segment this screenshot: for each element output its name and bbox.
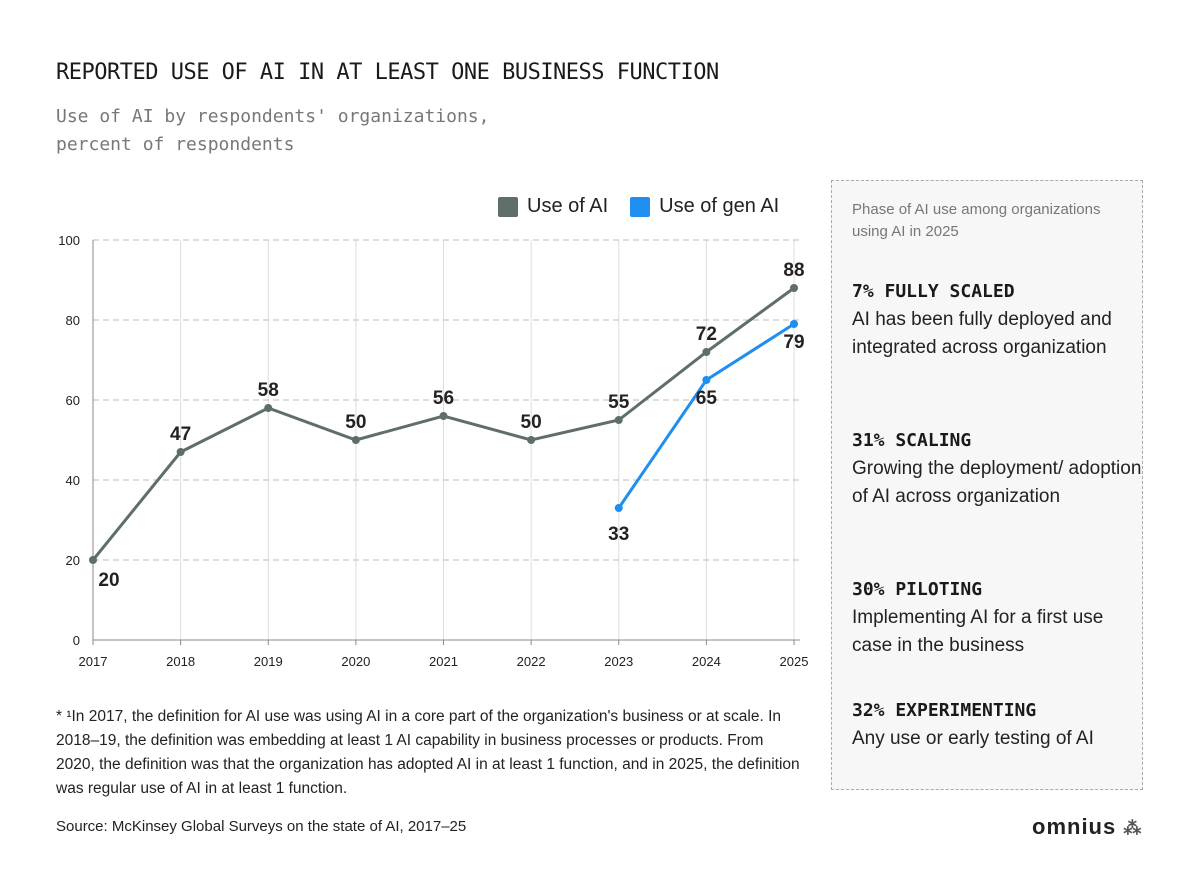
phase-desc: Growing the deployment/ adoption of AI a… — [852, 458, 1142, 507]
x-tick-label: 2017 — [79, 654, 108, 669]
data-label: 47 — [170, 424, 191, 445]
data-label: 33 — [608, 524, 629, 545]
phase-panel: Phase of AI use among organizations usin… — [831, 180, 1143, 790]
y-tick-label: 60 — [66, 393, 80, 408]
y-tick-label: 40 — [66, 473, 80, 488]
data-label: 20 — [98, 570, 119, 591]
data-point — [702, 348, 711, 356]
data-point — [439, 412, 448, 420]
phase-title: 31% SCALING — [852, 430, 972, 451]
phase-desc: Implementing AI for a first use case in … — [852, 607, 1104, 656]
phase-title: 32% EXPERIMENTING — [852, 700, 1037, 721]
x-tick-label: 2019 — [254, 654, 283, 669]
x-tick-label: 2021 — [429, 654, 458, 669]
x-tick-label: 2025 — [780, 654, 809, 669]
x-tick-label: 2020 — [341, 654, 370, 669]
legend-swatch — [498, 196, 518, 217]
y-tick-label: 80 — [66, 313, 80, 328]
x-tick-label: 2023 — [604, 654, 633, 669]
chart-title: REPORTED USE OF AI IN AT LEAST ONE BUSIN… — [56, 60, 719, 85]
panel-heading: Phase of AI use among organizations usin… — [852, 201, 1101, 240]
phase-scaling: 31% SCALING Growing the deployment/ adopt… — [852, 430, 1142, 511]
line-chart: 2017 2018 2019 2020 2021 2022 2023 2024 2025 0 20 4… — [58, 233, 809, 669]
phase-title: 30% PILOTING — [852, 579, 983, 600]
data-point — [527, 436, 536, 444]
legend-label: Use of AI — [527, 195, 609, 217]
source: Source: McKinsey Global Surveys on the s… — [56, 818, 467, 835]
data-point — [790, 284, 798, 292]
data-point — [264, 404, 273, 412]
phase-experimenting: 32% EXPERIMENTING Any use or early testin… — [852, 700, 1142, 753]
logo-text: omnius — [1032, 814, 1117, 839]
chart-subtitle: Use of AI by respondents' organizations,… — [56, 106, 490, 155]
x-tick-label: 2022 — [517, 654, 546, 669]
y-tick-label: 20 — [66, 553, 80, 568]
data-point — [790, 320, 798, 328]
phase-desc: Any use or early testing of AI — [852, 728, 1094, 749]
data-label: 50 — [345, 412, 366, 433]
phase-fully-scaled: 7% FULLY SCALED AI has been fully deploye… — [852, 281, 1142, 362]
data-label: 65 — [696, 388, 718, 409]
data-label: 88 — [783, 260, 804, 281]
data-label: 72 — [696, 324, 717, 345]
phase-desc: AI has been fully deployed and integrate… — [852, 309, 1112, 358]
legend-item-genai: Use of gen AI — [630, 195, 779, 218]
data-point — [614, 504, 623, 512]
data-label: 50 — [521, 412, 542, 433]
legend: Use of AI Use of gen AI — [498, 195, 779, 218]
x-tick-label: 2018 — [166, 654, 195, 669]
data-point — [702, 376, 711, 384]
y-tick-label: 100 — [58, 233, 80, 248]
legend-label: Use of gen AI — [659, 195, 780, 217]
legend-swatch — [630, 196, 651, 217]
data-point — [351, 436, 360, 444]
data-point — [89, 556, 97, 564]
phase-piloting: 30% PILOTING Implementing AI for a first … — [852, 579, 1142, 660]
legend-item-ai: Use of AI — [498, 195, 608, 218]
data-label: 58 — [258, 380, 279, 401]
data-label: 55 — [608, 392, 630, 413]
x-tick-label: 2024 — [692, 654, 721, 669]
data-point — [176, 448, 185, 456]
data-point — [614, 416, 623, 424]
dots-icon: ⁂ — [1123, 818, 1143, 838]
phase-title: 7% FULLY SCALED — [852, 281, 1015, 302]
data-label: 56 — [433, 388, 454, 409]
data-label: 79 — [783, 332, 804, 353]
footnote: * ¹In 2017, the definition for AI use wa… — [56, 708, 800, 797]
omnius-logo: omnius ⁂ — [1032, 814, 1142, 840]
y-tick-label: 0 — [73, 633, 80, 648]
